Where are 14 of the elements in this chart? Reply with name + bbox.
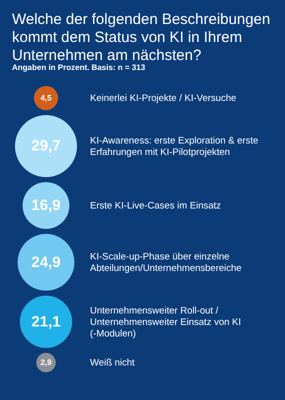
text: Angaben in Prozent. Basis: n = 313: [12, 63, 146, 72]
text: Welche der folgenden Beschreibungen kommt dem Status von KI in Ihrem Unternehmen am nächsten?: [12, 11, 270, 64]
data-label: 29,7: [31, 138, 61, 155]
category-label: KI-Scale-up-Phase über einzelne Abteilungen/Unternehmensbereiche: [90, 251, 242, 274]
category-label: Erste KI-Live-Cases im Einsatz: [90, 200, 222, 212]
category-label: KI-Awareness: erste Exploration & erste Erfahrungen mit KI-Pilotprojekten: [90, 134, 258, 158]
category-label: Weiß nicht: [90, 357, 136, 368]
data-label: 16,9: [31, 197, 61, 214]
data-label: 4,5: [40, 94, 52, 103]
category-label: Keinerlei KI-Projekte / KI-Versuche: [90, 92, 236, 104]
category-label: Unternehmensweiter Roll-out / Unternehmensweiter Einsatz von KI (-Modulen): [90, 304, 242, 339]
data-label: 2,9: [40, 358, 52, 368]
data-label: 21,1: [31, 313, 61, 330]
data-label: 24,9: [31, 254, 61, 271]
